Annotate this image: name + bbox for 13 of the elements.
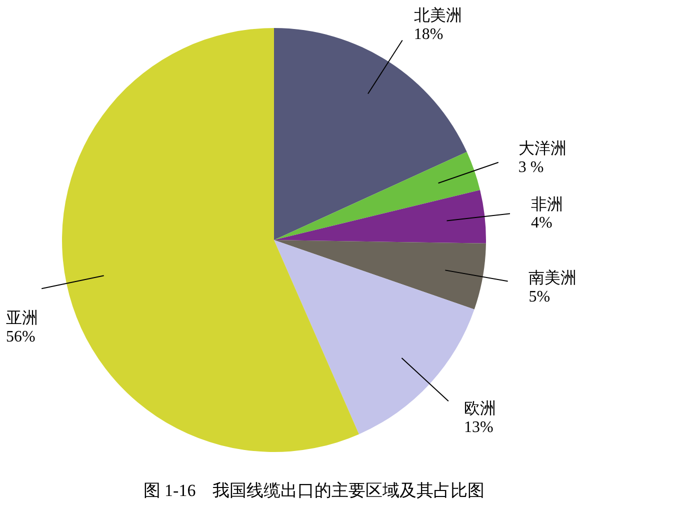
slice-label: 亚洲: [6, 308, 38, 327]
data-label: 4%: [531, 214, 552, 232]
data-label: 13%: [464, 418, 494, 436]
data-label: 56%: [6, 328, 36, 346]
data-label: 3 %: [518, 158, 544, 176]
data-label: 5%: [528, 288, 550, 306]
slice-label: 大洋洲: [518, 139, 566, 158]
slice-label: 南美洲: [528, 268, 577, 287]
slice-label: 欧洲: [464, 399, 496, 418]
slice-label: 非洲: [531, 195, 564, 214]
slice-label: 北美洲: [414, 6, 462, 24]
data-label: 18%: [414, 26, 444, 43]
text: 图 1-16 我国线缆出口的主要区域及其占比图: [143, 481, 485, 500]
